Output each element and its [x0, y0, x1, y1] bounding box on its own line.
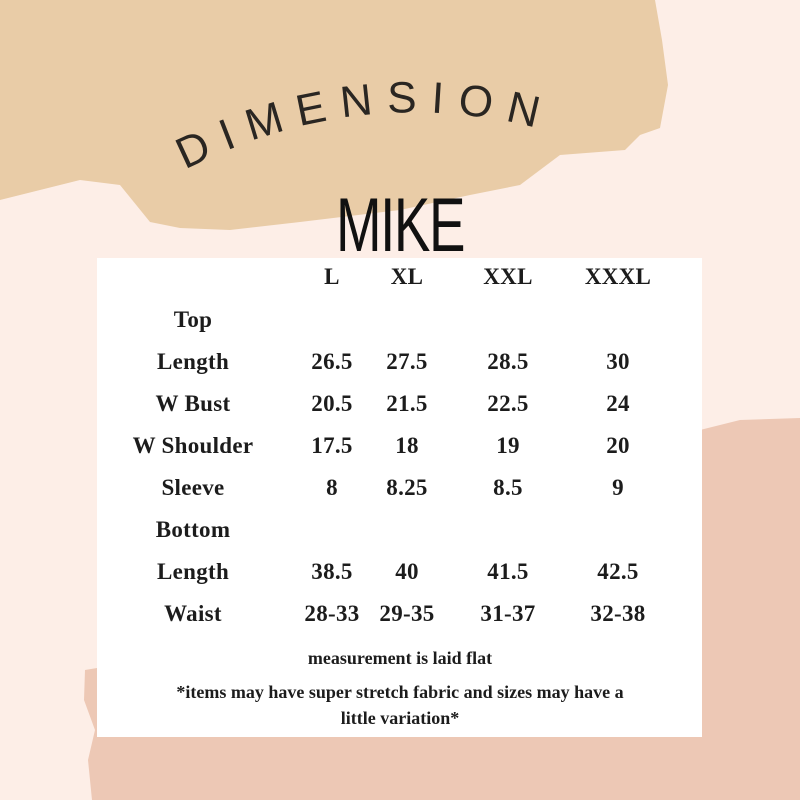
size-header: XXXL [584, 264, 652, 289]
table-cell: 30 [606, 349, 630, 374]
size-chart-card [97, 258, 702, 737]
table-cell: 28-33 [304, 601, 360, 626]
table-cell: 17.5 [311, 433, 353, 458]
size-header: XXL [483, 264, 533, 289]
salmon-paint-blob-right [700, 418, 800, 800]
table-cell: 9 [612, 475, 624, 500]
model-name: MIKE [335, 183, 465, 268]
section-label: Top [173, 307, 213, 332]
disclaimer-line-2: little variation* [340, 708, 460, 728]
table-cell: 41.5 [487, 559, 529, 584]
row-label: Sleeve [161, 475, 225, 500]
table-cell: 24 [606, 391, 630, 416]
table-cell: 28.5 [487, 349, 529, 374]
row-label: Length [156, 349, 230, 374]
table-cell: 38.5 [311, 559, 353, 584]
table-cell: 21.5 [386, 391, 428, 416]
table-cell: 8 [326, 475, 338, 500]
measurement-note: measurement is laid flat [307, 648, 493, 668]
size-header: L [324, 264, 340, 289]
table-cell: 29-35 [379, 601, 435, 626]
table-cell: 8.5 [493, 475, 523, 500]
table-cell: 8.25 [386, 475, 428, 500]
table-cell: 19 [496, 433, 520, 458]
disclaimer-line-1: *items may have super stretch fabric and… [176, 682, 624, 702]
table-cell: 42.5 [597, 559, 639, 584]
table-cell: 22.5 [487, 391, 529, 416]
size-header: XL [390, 264, 424, 289]
row-label: W Shoulder [132, 433, 254, 458]
salmon-paint-blob-bottom [84, 668, 702, 800]
section-label: Bottom [155, 517, 231, 542]
table-cell: 32-38 [590, 601, 646, 626]
row-label: Waist [164, 601, 222, 626]
table-cell: 40 [395, 559, 419, 584]
tan-paint-blob [0, 0, 668, 230]
table-cell: 18 [395, 433, 419, 458]
table-cell: 26.5 [311, 349, 353, 374]
row-label: W Bust [155, 391, 231, 416]
row-label: Length [156, 559, 230, 584]
table-cell: 20.5 [311, 391, 353, 416]
table-cell: 20 [606, 433, 630, 458]
table-cell: 31-37 [480, 601, 536, 626]
table-cell: 27.5 [386, 349, 428, 374]
